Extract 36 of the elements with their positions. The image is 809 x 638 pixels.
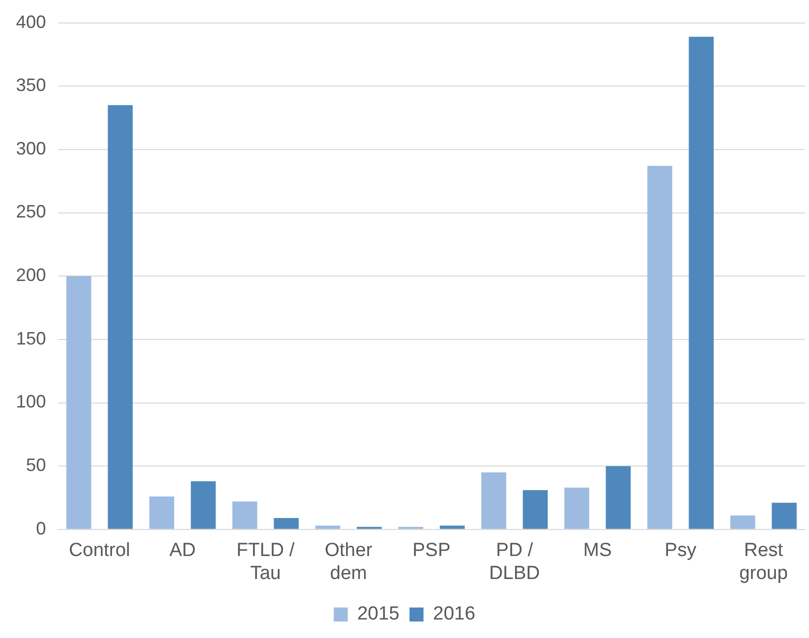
bar <box>440 526 465 529</box>
y-tick-label: 250 <box>16 202 46 222</box>
y-tick-label: 200 <box>16 265 46 286</box>
y-tick-label: 300 <box>16 138 46 158</box>
bar <box>481 472 506 529</box>
y-tick-label: 100 <box>16 392 46 412</box>
bar <box>108 105 133 529</box>
bar <box>647 166 672 529</box>
bar <box>772 502 797 529</box>
bar <box>688 36 714 529</box>
legend-label: 2016 <box>433 604 476 625</box>
x-tick-label: FTLD / Tau <box>236 540 296 584</box>
x-tick-label: Control <box>68 540 130 562</box>
x-tick-label: Rest group <box>739 540 788 584</box>
y-tick-label: 400 <box>16 12 46 32</box>
x-tick-label: PD / DLBD <box>489 540 540 584</box>
bar <box>522 490 548 529</box>
y-tick-label: 150 <box>16 328 46 348</box>
bar <box>149 496 174 529</box>
x-tick-label: PSP <box>412 540 451 562</box>
bar <box>730 515 756 529</box>
x-tick-label: MS <box>583 540 612 562</box>
x-tick-label: Other dem <box>324 540 373 584</box>
legend-label: 2015 <box>357 604 400 625</box>
y-tick-label: 350 <box>16 75 46 96</box>
bar <box>315 526 340 529</box>
bar <box>606 466 631 529</box>
bar <box>66 276 92 529</box>
y-tick-label: 0 <box>36 518 46 538</box>
bar <box>232 502 258 529</box>
bar <box>274 518 299 529</box>
x-tick-label: AD <box>169 540 196 562</box>
bar <box>190 481 216 529</box>
x-tick-label: Psy <box>664 540 697 562</box>
bar <box>564 488 590 529</box>
y-tick-label: 50 <box>26 455 46 476</box>
